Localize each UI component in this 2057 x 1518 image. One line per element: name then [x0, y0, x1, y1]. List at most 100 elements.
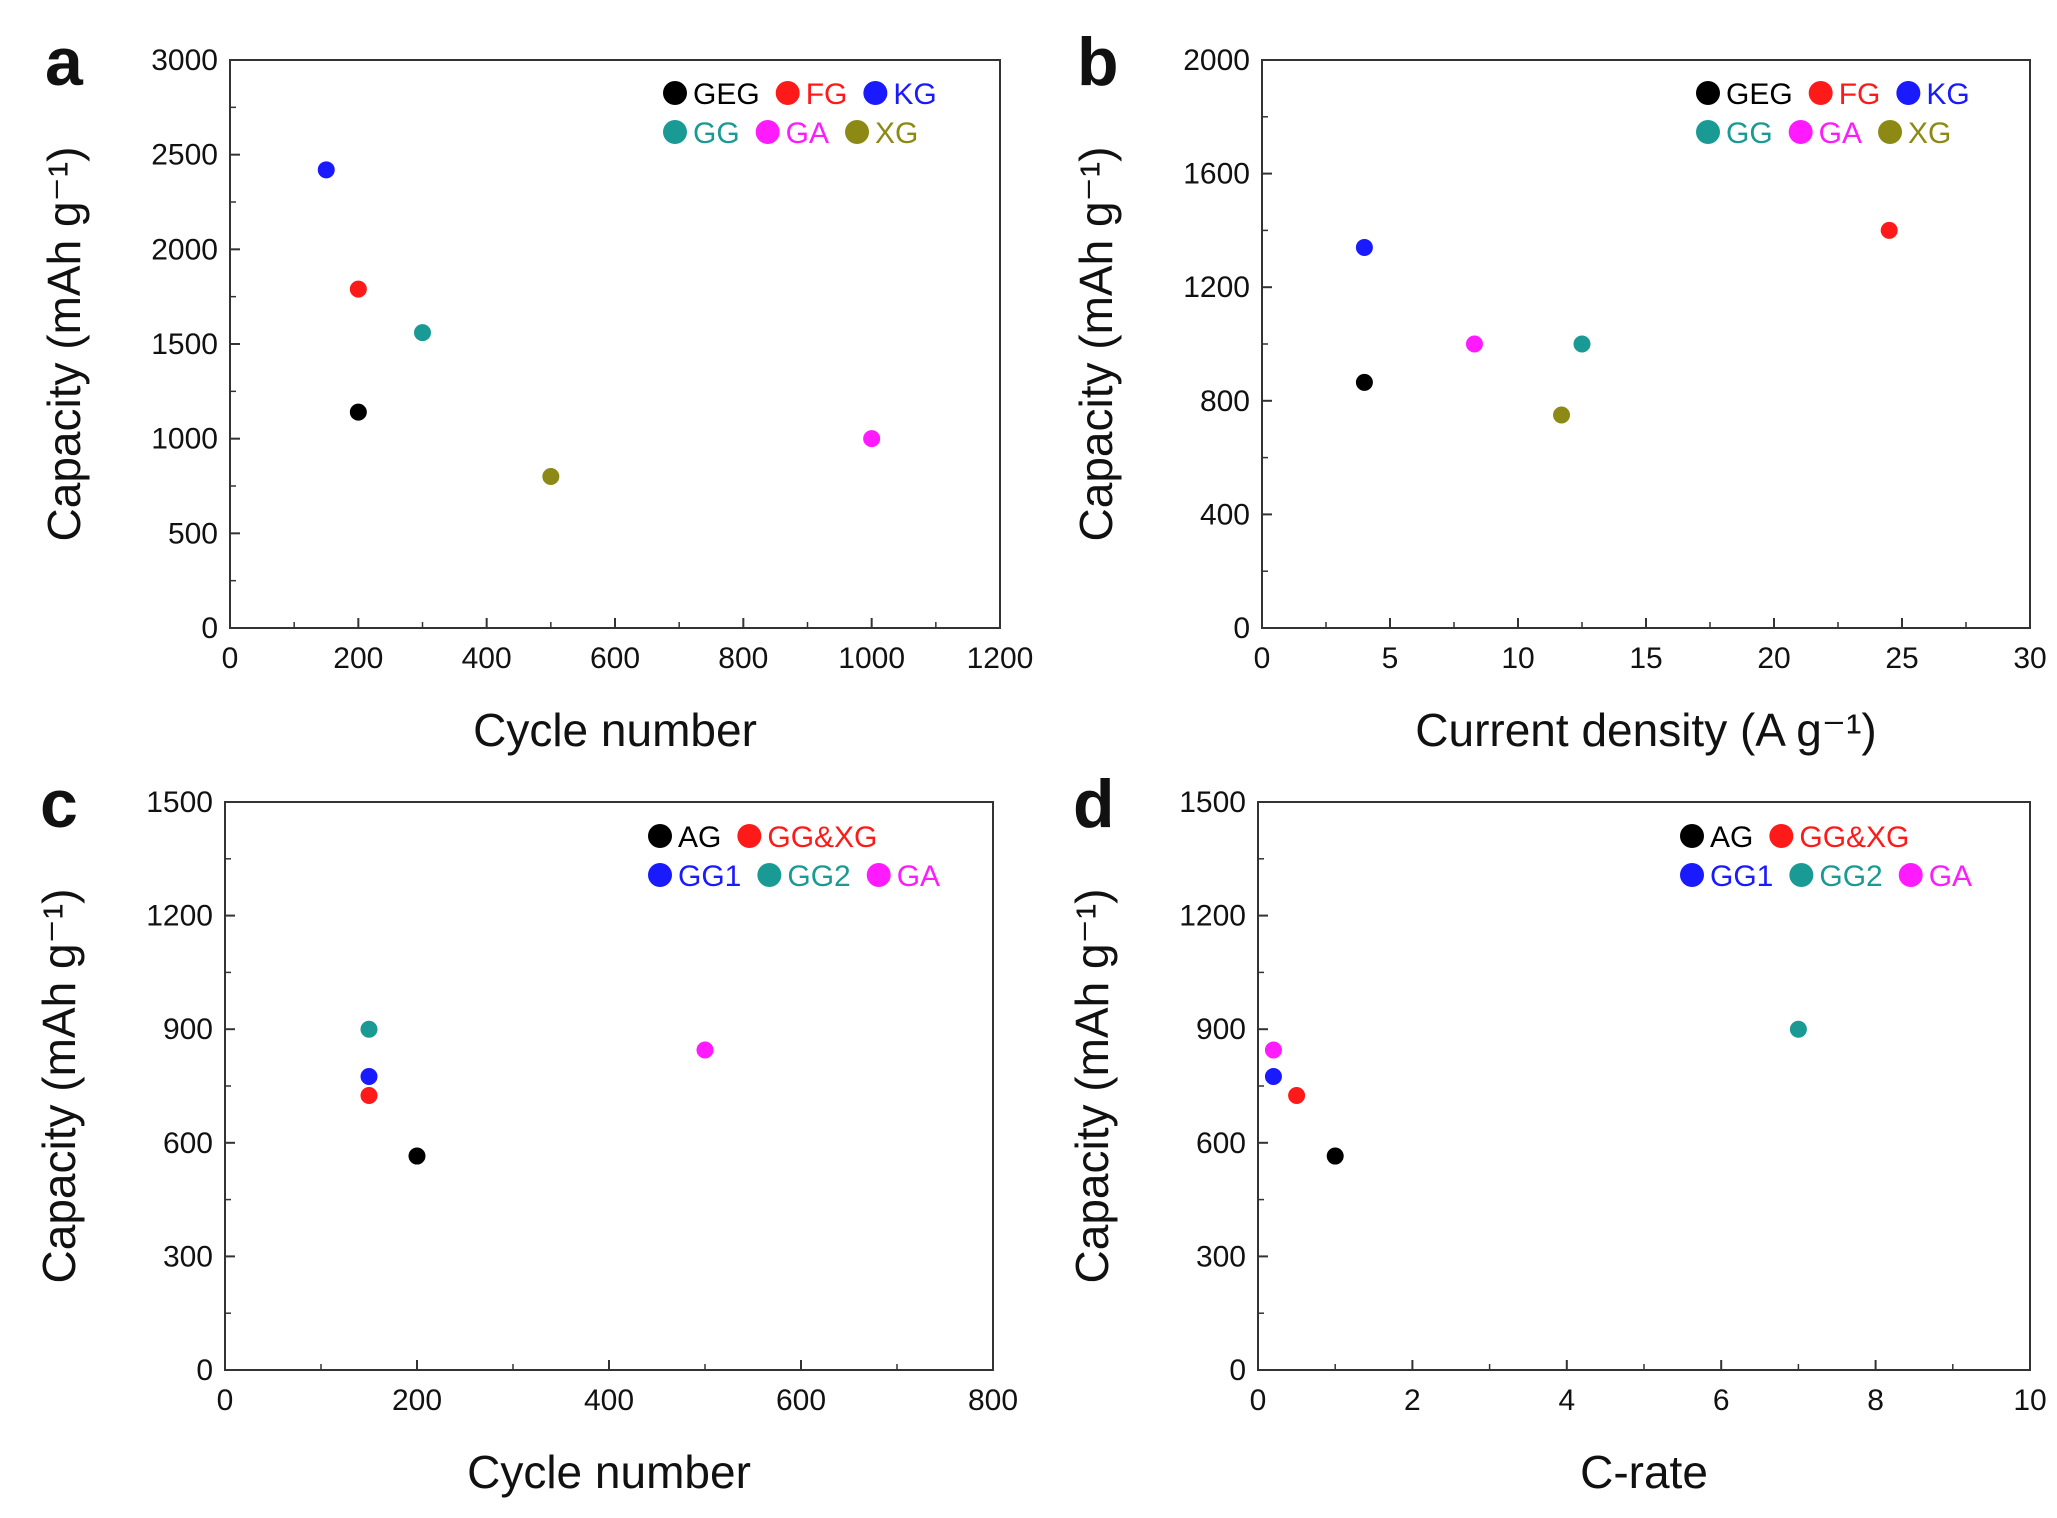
y-tick-label: 400	[1200, 498, 1250, 531]
y-tick-label: 1500	[1179, 786, 1246, 819]
x-tick-label: 2	[1404, 1384, 1421, 1417]
y-tick-label: 0	[196, 1354, 213, 1387]
legend-label: GEG	[1726, 78, 1793, 111]
legend-label: GG1	[1710, 860, 1773, 893]
x-tick-label: 10	[2013, 1384, 2046, 1417]
legend-marker	[866, 863, 891, 887]
data-point-gg-xg	[1288, 1086, 1306, 1104]
x-tick-label: 600	[776, 1384, 826, 1417]
y-tick-label: 2000	[1183, 44, 1250, 77]
x-axis-label: Cycle number	[473, 704, 757, 756]
x-tick-label: 200	[392, 1384, 442, 1417]
panel-b: 0 5 10 15 20 25 30 0 400 800 1200 1600 2000 Current d…	[1070, 24, 2047, 756]
legend-label: KG	[893, 78, 936, 111]
x-tick-label: 30	[2013, 642, 2046, 675]
legend-label: KG	[1926, 78, 1969, 111]
data-point-xg	[542, 468, 560, 486]
x-tick-label: 25	[1885, 642, 1918, 675]
panel-a: 0 200 400 600 800 1000 1200 0 500 1000 1500 2000 250…	[38, 24, 1033, 756]
y-tick-label: 0	[1233, 612, 1250, 645]
x-tick-label: 6	[1713, 1384, 1730, 1417]
legend-marker	[648, 863, 672, 887]
x-tick-label: 10	[1501, 642, 1534, 675]
x-tick-label: 200	[333, 642, 383, 675]
legend-label: GG2	[787, 860, 850, 893]
y-tick-label: 1200	[1179, 900, 1246, 933]
x-tick-label: 800	[968, 1384, 1018, 1417]
data-point-gg1	[360, 1068, 378, 1086]
y-tick-label: 300	[163, 1240, 213, 1273]
legend-label: FG	[806, 78, 848, 111]
data-point-geg	[349, 403, 367, 421]
data-point-ga	[863, 430, 881, 448]
y-tick-label: 300	[1196, 1240, 1246, 1273]
panel-label: c	[40, 766, 78, 842]
y-tick-label: 2000	[151, 233, 218, 266]
legend-marker	[1896, 81, 1921, 105]
legend: GEG FG KG GG GA XG	[663, 78, 937, 150]
panel-label: a	[45, 24, 84, 100]
y-tick-label: 1500	[151, 328, 218, 361]
legend-label: AG	[678, 821, 721, 854]
y-tick-label: 600	[1196, 1127, 1246, 1160]
data-point-ga	[1465, 335, 1483, 353]
data-point-ga	[696, 1041, 714, 1059]
legend-label: GG&XG	[1799, 821, 1909, 854]
y-axis-label: Capacity (mAh g⁻¹)	[1066, 889, 1118, 1284]
legend-marker	[1769, 824, 1794, 848]
legend: AG GG&XG GG1 GG2 GA	[1680, 821, 1972, 893]
data-point-gg	[1573, 335, 1591, 353]
data-point-kg	[1355, 238, 1373, 256]
legend-label: GEG	[693, 78, 760, 111]
y-axis-label: Capacity (mAh g⁻¹)	[38, 147, 90, 542]
panel-label: d	[1073, 766, 1115, 842]
legend-label: GG1	[678, 860, 741, 893]
plot-frame	[1257, 801, 2031, 1371]
legend-marker	[1696, 81, 1720, 105]
data-point-gg2	[1789, 1020, 1807, 1038]
y-tick-label: 1200	[1183, 271, 1250, 304]
legend-label: XG	[875, 117, 918, 150]
legend-marker	[1878, 120, 1903, 144]
panel-d: 0 2 4 6 8 10 0 300 600 900 1200 1500 C-rate Capacity …	[1066, 766, 2047, 1498]
y-tick-label: 900	[1196, 1013, 1246, 1046]
x-axis-label: C-rate	[1580, 1446, 1708, 1498]
legend-label: GG	[693, 117, 740, 150]
data-point-ag	[408, 1147, 426, 1165]
y-tick-label: 1600	[1183, 158, 1250, 191]
y-tick-label: 800	[1200, 385, 1250, 418]
legend-marker	[1789, 863, 1814, 887]
x-tick-label: 0	[222, 642, 239, 675]
x-tick-label: 4	[1558, 1384, 1575, 1417]
x-tick-label: 400	[462, 642, 512, 675]
legend-label: GA	[897, 860, 940, 893]
data-point-kg	[317, 161, 335, 179]
y-tick-label: 1200	[146, 900, 213, 933]
legend-label: GA	[786, 117, 829, 150]
legend-marker	[737, 824, 762, 848]
legend-label: XG	[1908, 117, 1951, 150]
x-tick-label: 0	[1254, 642, 1271, 675]
data-point-gg1	[1264, 1068, 1282, 1086]
x-tick-label: 20	[1757, 642, 1790, 675]
legend-marker	[648, 824, 672, 848]
legend-marker	[1808, 81, 1833, 105]
x-tick-label: 5	[1382, 642, 1399, 675]
data-point-fg	[1880, 221, 1898, 239]
legend-marker	[757, 863, 782, 887]
legend-label: GA	[1819, 117, 1862, 150]
x-tick-label: 800	[718, 642, 768, 675]
x-tick-label: 0	[217, 1384, 234, 1417]
x-tick-label: 0	[1250, 1384, 1267, 1417]
data-point-geg	[1355, 373, 1373, 391]
data-point-gg2	[360, 1020, 378, 1038]
legend-label: GG2	[1819, 860, 1882, 893]
x-axis-label: Cycle number	[467, 1446, 751, 1498]
legend: AG GG&XG GG1 GG2 GA	[648, 821, 940, 893]
legend-marker	[775, 81, 800, 105]
legend-marker	[1696, 120, 1720, 144]
data-point-xg	[1553, 406, 1571, 424]
y-tick-label: 2500	[151, 139, 218, 172]
y-tick-label: 3000	[151, 44, 218, 77]
legend-label: FG	[1839, 78, 1881, 111]
